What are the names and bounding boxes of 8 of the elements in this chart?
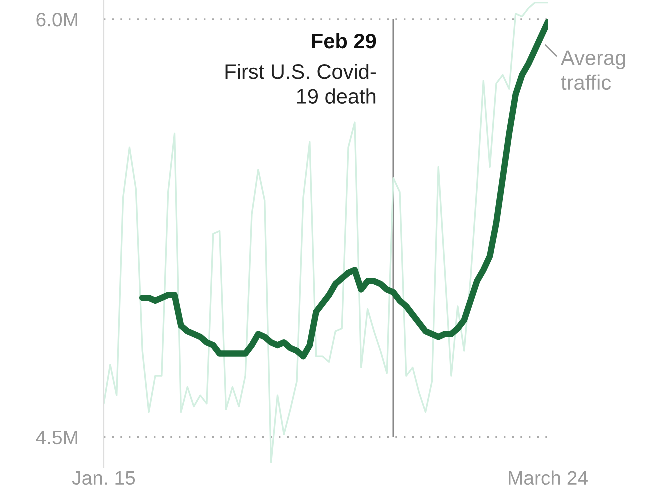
line-series — [104, 2, 548, 464]
y-tick-label: 6.0M — [36, 12, 78, 27]
x-tick-label: Jan. 15 — [72, 471, 136, 486]
y-tick-label: 4.5M — [36, 431, 78, 445]
x-tick-label: March 24 — [509, 470, 588, 486]
text: Averag traffic — [561, 50, 626, 90]
annotation: First U.S. Covid- 19 death — [226, 64, 376, 104]
ref-line-label: Feb 29 — [312, 33, 376, 49]
